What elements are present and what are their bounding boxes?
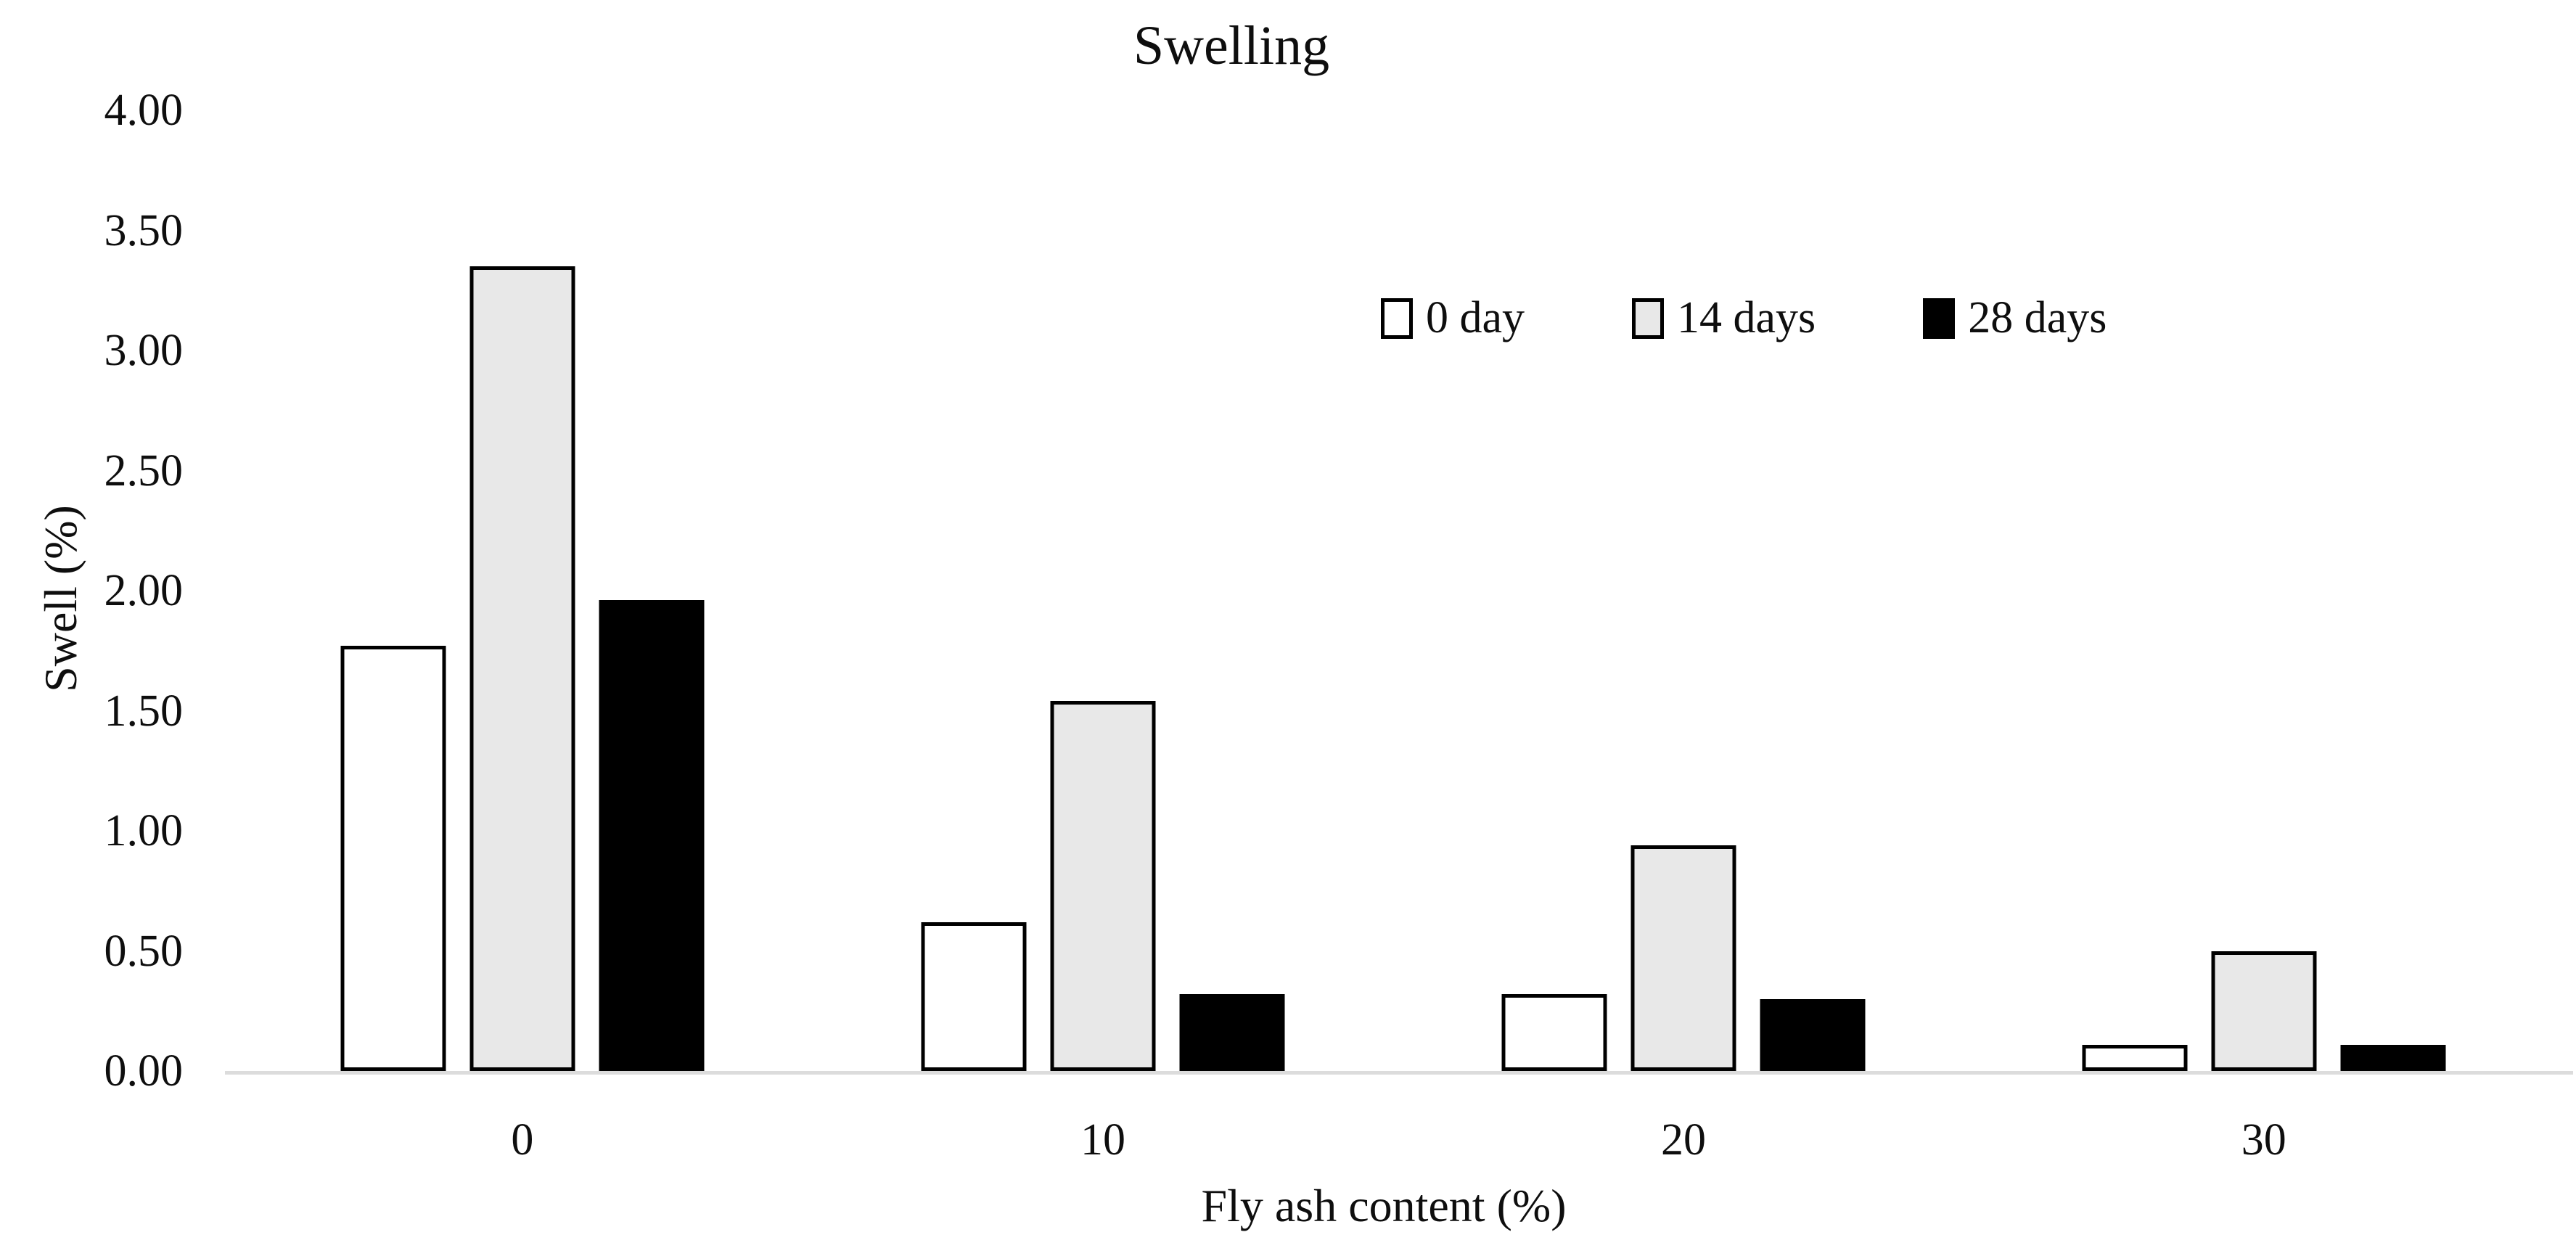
bar-14-days-at-0 xyxy=(469,266,575,1071)
y-tick-label-4-00: 4.00 xyxy=(104,86,184,135)
bar-group-10 xyxy=(811,110,1395,1071)
y-tick-label-0-50: 0.50 xyxy=(104,926,184,976)
y-axis-tick-labels: 0.00 0.50 1.00 1.50 2.00 2.50 3.00 3.50 4.00 xyxy=(0,88,184,1093)
bar-0-day-at-0 xyxy=(340,646,446,1071)
bar-0-day-at-20 xyxy=(1501,994,1607,1071)
bar-group-20 xyxy=(1392,110,1976,1071)
bar-0-day-at-30 xyxy=(2082,1044,2188,1071)
legend-item-0-day: 0 day xyxy=(1381,292,1525,344)
legend-label-14-days: 14 days xyxy=(1677,293,1816,342)
y-tick-label-0-00: 0.00 xyxy=(104,1046,184,1096)
plot-area xyxy=(225,110,2573,1075)
legend-swatch-14-days xyxy=(1632,297,1665,339)
legend-label-28-days: 28 days xyxy=(1968,293,2107,342)
x-tick-label-30: 30 xyxy=(2241,1115,2286,1165)
x-tick-label-0: 0 xyxy=(511,1115,534,1165)
bar-0-day-at-10 xyxy=(921,922,1027,1071)
y-tick-label-2-00: 2.00 xyxy=(104,566,184,615)
y-tick-label-3-50: 3.50 xyxy=(104,205,184,255)
chart-title: Swelling xyxy=(1133,15,1330,76)
bar-group-30 xyxy=(1972,110,2556,1071)
legend-swatch-28-days xyxy=(1923,297,1956,339)
legend-item-14-days: 14 days xyxy=(1632,292,1816,344)
bar-group-0 xyxy=(230,110,814,1071)
bar-28-days-at-10 xyxy=(1179,994,1285,1071)
x-axis-title: Fly ash content (%) xyxy=(1201,1180,1567,1231)
bar-14-days-at-20 xyxy=(1630,845,1736,1071)
bar-14-days-at-30 xyxy=(2211,951,2317,1071)
y-tick-label-1-50: 1.50 xyxy=(104,686,184,736)
legend-swatch-0-day xyxy=(1381,297,1413,339)
x-axis-tick-labels: 0 10 20 30 xyxy=(225,1117,2569,1175)
legend: 0 day 14 days 28 days xyxy=(1381,292,2107,344)
y-tick-label-2-50: 2.50 xyxy=(104,446,184,496)
x-tick-label-10: 10 xyxy=(1080,1115,1125,1165)
y-tick-label-1-00: 1.00 xyxy=(104,806,184,855)
bar-28-days-at-30 xyxy=(2340,1044,2446,1071)
y-tick-label-3-00: 3.00 xyxy=(104,326,184,375)
bar-28-days-at-0 xyxy=(599,600,705,1071)
x-axis-line xyxy=(225,1071,2573,1075)
bar-14-days-at-10 xyxy=(1050,701,1156,1071)
legend-item-28-days: 28 days xyxy=(1923,292,2107,344)
bar-28-days-at-20 xyxy=(1760,998,1866,1071)
legend-label-0-day: 0 day xyxy=(1426,293,1525,342)
x-tick-label-20: 20 xyxy=(1661,1115,1707,1165)
